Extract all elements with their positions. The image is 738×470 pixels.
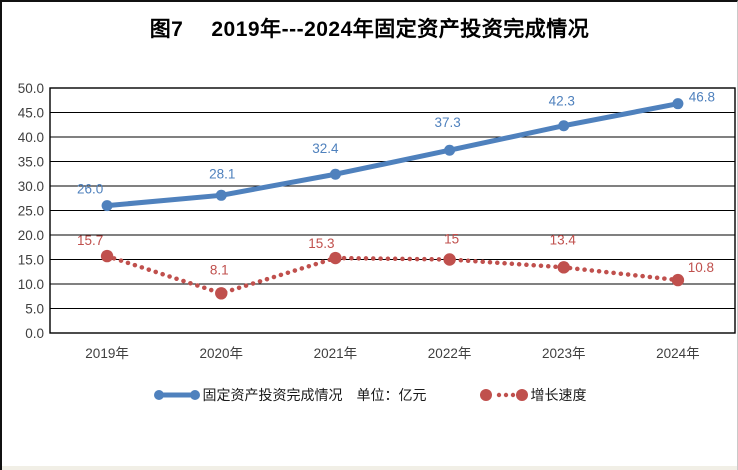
chart-legend: 固定资产投资完成情况 单位：亿元 增长速度 — [2, 385, 737, 405]
y-tick-label: 5.0 — [25, 302, 44, 317]
data-point-marker — [557, 261, 570, 274]
legend-item-growth: 增长速度 — [479, 385, 587, 405]
data-label: 15.3 — [308, 236, 334, 251]
data-point-marker — [101, 200, 113, 212]
legend-label-investment: 固定资产投资完成情况 单位：亿元 — [202, 387, 427, 403]
series-line-1 — [104, 253, 681, 296]
page-edge — [2, 466, 737, 470]
y-tick-label: 50.0 — [18, 81, 44, 96]
chart-title-main: 2019年---2024年固定资产投资完成情况 — [211, 18, 590, 41]
data-label: 28.1 — [209, 166, 235, 181]
data-label: 32.4 — [312, 141, 339, 156]
chart-title: 图7 2019年---2024年固定资产投资完成情况 — [2, 13, 737, 43]
data-label: 42.3 — [549, 94, 575, 109]
data-label: 8.1 — [210, 262, 229, 277]
data-point-marker — [558, 120, 570, 132]
data-point-marker — [215, 287, 228, 300]
y-tick-label: 10.0 — [18, 277, 44, 292]
x-axis-label: 2020年 — [199, 346, 243, 361]
data-label: 46.8 — [689, 90, 715, 105]
data-label: 26.0 — [77, 182, 103, 197]
x-axis-label: 2021年 — [314, 346, 358, 361]
y-tick-label: 40.0 — [18, 130, 44, 145]
y-tick-label: 35.0 — [18, 155, 44, 170]
x-axis-label: 2024年 — [656, 346, 700, 361]
data-label: 37.3 — [434, 115, 460, 130]
chart-title-prefix: 图7 — [149, 18, 184, 41]
dotted-line-marker-icon — [479, 389, 528, 401]
data-label: 10.8 — [688, 260, 714, 275]
data-point-marker — [671, 273, 685, 287]
data-point-marker — [444, 144, 456, 156]
data-label: 13.4 — [550, 232, 577, 247]
y-tick-label: 0.0 — [25, 326, 44, 341]
y-tick-label: 25.0 — [18, 204, 44, 219]
legend-label-growth: 增长速度 — [530, 387, 587, 403]
plot-frame — [49, 87, 736, 334]
data-label: 15.7 — [77, 233, 103, 248]
y-tick-label: 30.0 — [18, 179, 44, 194]
data-point-marker — [215, 189, 227, 201]
y-tick-label: 45.0 — [18, 106, 44, 121]
x-axis-label: 2022年 — [428, 346, 472, 361]
data-point-marker — [100, 249, 114, 263]
x-axis-label: 2019年 — [85, 346, 129, 361]
legend-item-investment: 固定资产投资完成情况 单位：亿元 — [153, 385, 427, 405]
data-point-marker — [329, 251, 342, 265]
data-point-marker — [443, 253, 456, 266]
data-point-marker — [672, 98, 684, 110]
data-point-marker — [329, 168, 341, 180]
y-tick-label: 20.0 — [18, 228, 44, 243]
y-tick-label: 15.0 — [18, 253, 44, 268]
x-axis-label: 2023年 — [542, 346, 586, 361]
solid-line-marker-icon — [153, 390, 200, 400]
series-line-0 — [104, 101, 681, 209]
data-label: 15 — [444, 232, 459, 247]
